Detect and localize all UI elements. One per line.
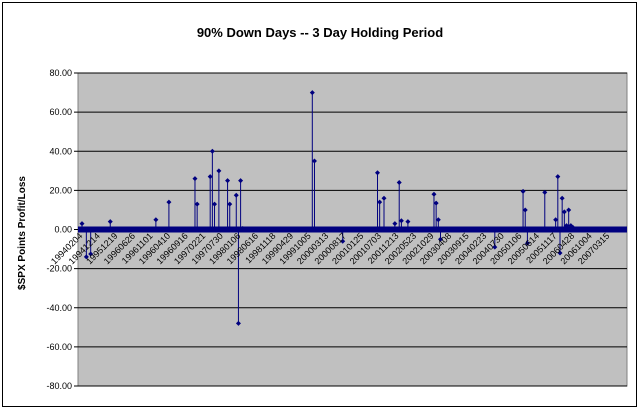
y-tick-label: -40.00: [46, 303, 72, 313]
event-marker: [398, 218, 404, 224]
event-markers: [79, 90, 576, 326]
event-marker: [557, 250, 563, 256]
event-marker: [309, 90, 315, 96]
event-marker: [570, 225, 576, 231]
event-marker: [396, 180, 402, 186]
event-marker: [435, 217, 441, 223]
y-tick-label: 40.00: [49, 146, 72, 156]
event-marker: [392, 221, 398, 227]
event-marker: [566, 207, 572, 213]
event-marker: [405, 219, 411, 225]
event-marker: [235, 320, 241, 326]
event-marker: [240, 226, 246, 232]
event-marker: [153, 217, 159, 223]
event-marker: [377, 199, 383, 205]
y-tick-label: 80.00: [49, 68, 72, 78]
event-marker: [233, 192, 239, 198]
event-marker: [561, 209, 567, 215]
y-tick-label: 20.00: [49, 185, 72, 195]
event-marker: [381, 195, 387, 201]
event-marker: [433, 200, 439, 206]
event-marker: [192, 176, 198, 182]
event-marker: [492, 244, 498, 250]
chart-frame: 90% Down Days -- 3 Day Holding Period -8…: [2, 2, 637, 407]
event-marker: [340, 238, 346, 244]
event-marker: [225, 178, 231, 184]
y-tick-label: 60.00: [49, 107, 72, 117]
event-marker: [83, 254, 89, 260]
event-marker: [542, 189, 548, 195]
event-marker: [79, 221, 85, 227]
y-axis-label: $SPX Points Profit/Loss: [17, 176, 28, 290]
event-marker: [520, 188, 526, 194]
y-tick-label: -20.00: [46, 264, 72, 274]
event-marker: [431, 191, 437, 197]
event-marker: [564, 223, 570, 229]
event-marker: [212, 201, 218, 207]
chart-title: 90% Down Days -- 3 Day Holding Period: [197, 25, 443, 40]
event-marker: [524, 240, 530, 246]
event-marker: [227, 201, 233, 207]
y-tick-label: -80.00: [46, 381, 72, 391]
y-tick-label: 0.00: [54, 225, 72, 235]
event-marker: [374, 170, 380, 176]
grid-lines: [78, 72, 627, 387]
event-marker: [166, 199, 172, 205]
event-marker: [238, 178, 244, 184]
event-marker: [522, 207, 528, 213]
event-marker: [107, 219, 113, 225]
event-marker: [437, 236, 443, 242]
y-axis-ticks: -80.00 -60.00 -40.00 -20.00 0.00 20.00 40.00 60…: [46, 68, 78, 391]
event-marker: [88, 251, 94, 257]
event-marker: [207, 174, 213, 180]
event-marker: [555, 174, 561, 180]
event-marker: [553, 217, 559, 223]
y-tick-label: -60.00: [46, 342, 72, 352]
event-marker: [559, 195, 565, 201]
event-marker: [209, 148, 215, 154]
event-marker: [216, 168, 222, 174]
event-marker: [311, 158, 317, 164]
event-marker: [194, 201, 200, 207]
chart-svg: 90% Down Days -- 3 Day Holding Period -8…: [17, 25, 628, 391]
